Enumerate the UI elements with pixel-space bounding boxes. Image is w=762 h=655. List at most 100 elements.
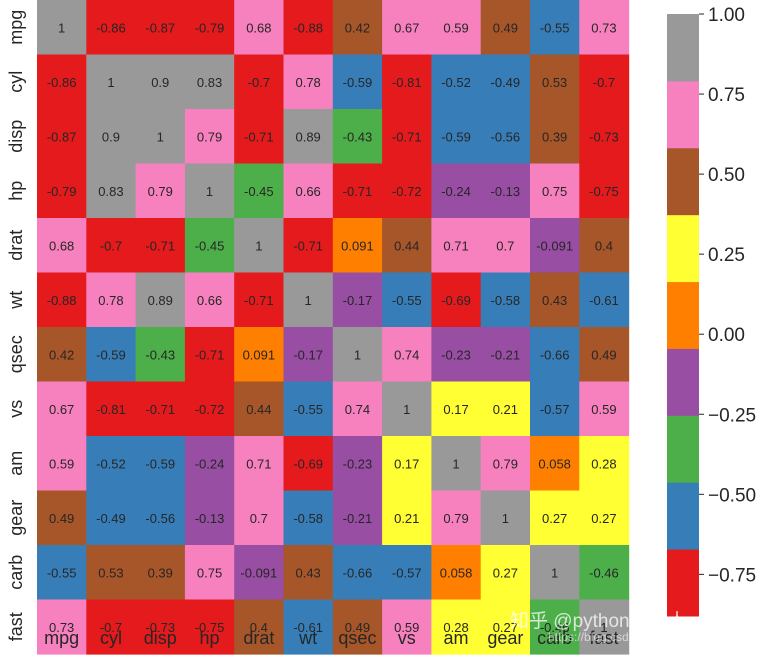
column-label: mpg [44,628,79,648]
heatmap-cell [431,163,482,219]
heatmap-cell [431,599,482,655]
heatmap-cell [530,490,580,546]
cell-value-label: -0.13 [195,511,225,526]
heatmap-cell [86,381,137,437]
cell-value-label: -0.52 [441,75,471,90]
colorbar-tick-label: 0.25 [708,245,745,266]
heatmap-cell [332,436,383,492]
colorbar-segment [667,482,699,550]
colorbar-tick-label: 1.00 [708,5,745,26]
heatmap-cell [135,436,186,492]
heatmap-cell [135,545,186,601]
heatmap-cell [480,545,531,601]
cell-value-label: 0.59 [394,620,419,635]
heatmap-cell [530,272,580,328]
heatmap-cell [184,327,235,383]
cell-value-label: -0.66 [343,565,373,580]
colorbar-tick-label: −0.25 [708,405,756,426]
column-label: wt [298,628,317,648]
cell-value-label: -0.71 [145,238,175,253]
watermark-subtext: https://blog.csdn.net/qq_21478261 [548,630,732,644]
cell-value-label: -0.57 [392,565,422,580]
cell-value-label: -0.79 [47,184,77,199]
cell-value-label: -0.71 [293,238,323,253]
cell-value-label: 0.7 [250,511,268,526]
heatmap-cell [234,436,285,492]
column-label: drat [243,628,274,648]
heatmap-cell [332,0,383,56]
cell-value-label: 1 [452,456,459,471]
heatmap-cell [332,54,383,110]
heatmap-cell [37,599,87,655]
heatmap-cell [579,599,630,655]
cell-value-label: 1 [403,402,410,417]
cell-value-label: -0.49 [96,511,126,526]
heatmap-cell [382,545,432,601]
column-label: fast [589,628,618,648]
cell-value-label: -0.58 [491,293,521,308]
cell-value-label: 1 [551,565,558,580]
cell-value-label: 0.44 [246,402,271,417]
heatmap-cell [332,490,383,546]
heatmap-cell [135,54,186,110]
cell-value-label: 0.53 [542,75,567,90]
heatmap-cell [579,54,630,110]
heatmap-cell [480,436,531,492]
heatmap-cell [184,490,235,546]
watermark-text: 知乎 @python生物人 [510,610,687,632]
row-label: mpg [6,10,26,45]
cell-value-label: -0.17 [343,293,373,308]
colorbar-tick-label: −0.50 [708,485,756,506]
heatmap-cell [184,545,235,601]
cell-value-label: 0.4 [250,620,268,635]
cell-value-label: -0.49 [491,75,521,90]
heatmap-cell [382,109,432,165]
heatmap-cell [37,545,87,601]
cell-value-label: 0.83 [197,75,222,90]
heatmap-cell [37,54,87,110]
cell-value-label: -0.091 [536,238,573,253]
heatmap-cell [579,327,630,383]
cell-value-label: -0.59 [96,347,126,362]
cell-value-label: -0.7 [100,238,122,253]
cell-value-label: -0.86 [96,20,126,35]
heatmap-cell [480,54,531,110]
heatmap-cell [431,218,482,274]
heatmap-cell [283,545,334,601]
cell-value-label: 0.73 [591,20,616,35]
heatmap-cell [332,545,383,601]
cell-value-label: -0.45 [195,238,225,253]
heatmap-cell [86,436,137,492]
cell-value-label: 0.49 [49,511,74,526]
cell-value-label: -0.55 [293,402,323,417]
heatmap-cell [135,272,186,328]
cell-value-label: -0.24 [441,184,471,199]
cell-value-label: 0.28 [443,620,468,635]
cell-value-label: -0.59 [441,129,471,144]
cell-value-label: 0.75 [197,565,222,580]
heatmap-cell [234,599,285,655]
cell-value-label: 1 [502,511,509,526]
cell-value-label: -0.71 [392,129,422,144]
heatmap-cell [37,0,87,56]
heatmap-cell [86,545,137,601]
heatmap-cell [184,381,235,437]
heatmap-cell [530,599,580,655]
colorbar-segment [667,281,699,349]
heatmap-cell [579,490,630,546]
heatmap-cell [283,327,334,383]
cell-value-label: 0.59 [49,456,74,471]
heatmap-cell [234,163,285,219]
colorbar-segment [667,549,699,617]
colorbar-segment [667,415,699,483]
colorbar-tick-label: 0.75 [708,85,745,106]
heatmap-cell [184,218,235,274]
cell-value-label: -0.7 [248,75,270,90]
heatmap-cell [579,436,630,492]
watermark: 知乎 @python生物人 https://blog.csdn.net/qq_2… [510,610,732,644]
cell-value-label: 0.53 [98,565,123,580]
heatmap-cell [135,490,186,546]
column-label: gear [487,628,523,648]
heatmap-cell [184,54,235,110]
heatmap-cell [37,490,87,546]
